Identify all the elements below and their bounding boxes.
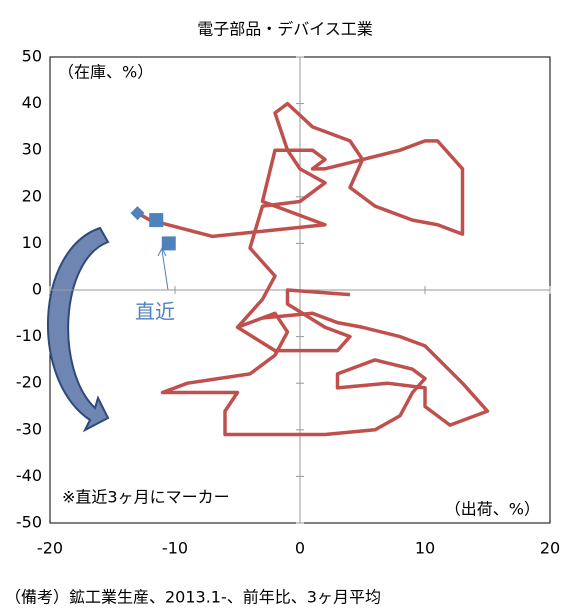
y-tick-label: -20 [16,373,42,392]
y-tick-label: -50 [16,513,42,532]
annotation: 直近 [135,300,175,324]
y-tick-label: 30 [22,140,42,159]
note: （備考）鉱工業生産、2013.1-、前年比、3ヶ月平均 [5,588,381,607]
y-tick-label: 20 [22,186,42,205]
y-tick-label: 10 [22,233,42,252]
x-axis-label: （出荷、%） [445,500,540,519]
annotation: ※直近3ヶ月にマーカー [62,488,230,507]
marker [149,213,164,228]
y-tick-label: 40 [22,93,42,112]
y-tick-label: -30 [16,419,42,438]
y-tick-label: 0 [32,280,42,299]
x-tick-label: 0 [295,539,305,558]
pointer [161,249,169,291]
marker [161,236,176,251]
y-axis-label: （在庫、%） [58,63,153,82]
x-tick-label: -20 [37,539,63,558]
x-tick-label: 20 [540,539,560,558]
y-tick-label: -40 [16,466,42,485]
data-line [136,101,490,437]
marker [130,206,145,221]
y-tick-label: 50 [22,47,42,66]
x-tick-label: -10 [162,539,188,558]
x-tick-label: 10 [415,539,435,558]
cycle-arrow [46,226,110,433]
y-tick-label: -10 [16,326,42,345]
chart-title: 電子部品・デバイス工業 [197,20,373,39]
